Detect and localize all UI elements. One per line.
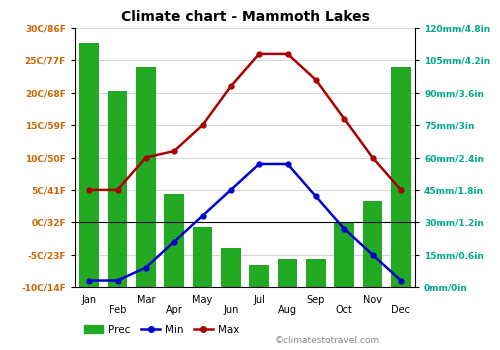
- Text: Mar: Mar: [136, 295, 155, 305]
- Bar: [334, 222, 354, 287]
- Text: Dec: Dec: [392, 305, 410, 315]
- Text: Sep: Sep: [306, 295, 325, 305]
- Text: ©climatestotravel.com: ©climatestotravel.com: [275, 336, 380, 345]
- Bar: [79, 43, 99, 287]
- Bar: [136, 67, 156, 287]
- Text: Oct: Oct: [336, 305, 352, 315]
- Text: Jul: Jul: [253, 295, 265, 305]
- Text: Jan: Jan: [82, 295, 96, 305]
- Bar: [391, 67, 411, 287]
- Text: Jun: Jun: [223, 305, 238, 315]
- Text: Apr: Apr: [166, 305, 182, 315]
- Bar: [192, 226, 212, 287]
- Title: Climate chart - Mammoth Lakes: Climate chart - Mammoth Lakes: [120, 10, 370, 24]
- Bar: [164, 194, 184, 287]
- Bar: [306, 259, 326, 287]
- Text: May: May: [192, 295, 212, 305]
- Bar: [278, 259, 297, 287]
- Legend: Prec, Min, Max: Prec, Min, Max: [80, 321, 243, 339]
- Bar: [108, 91, 128, 287]
- Bar: [221, 248, 241, 287]
- Text: Nov: Nov: [363, 295, 382, 305]
- Bar: [362, 201, 382, 287]
- Text: Aug: Aug: [278, 305, 297, 315]
- Bar: [249, 265, 269, 287]
- Text: Feb: Feb: [109, 305, 126, 315]
